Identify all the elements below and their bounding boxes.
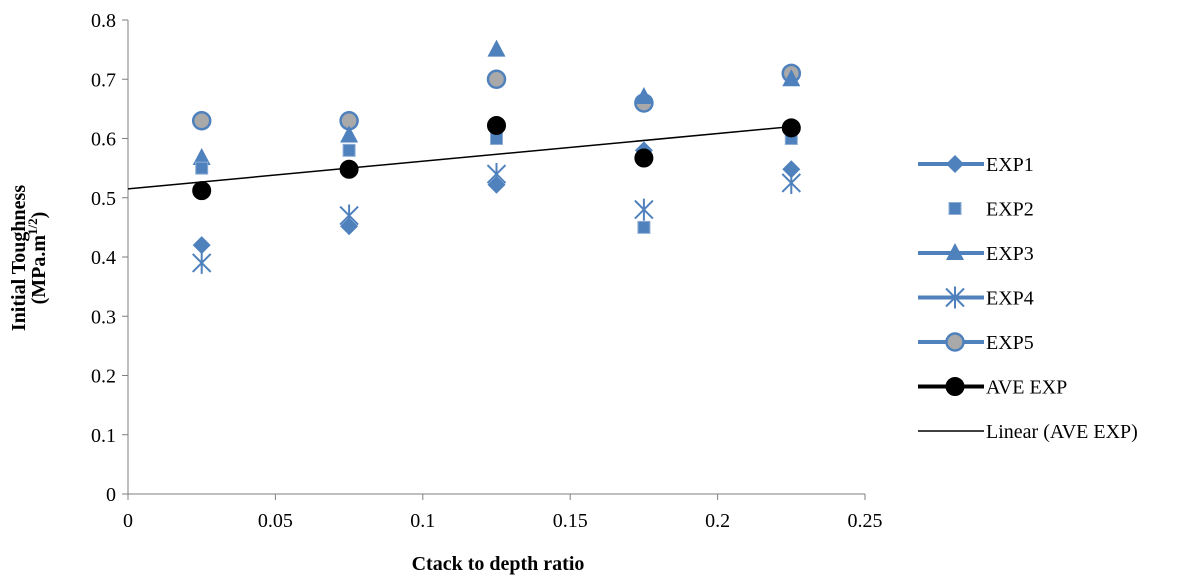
y-tick-label: 0.3 xyxy=(91,306,116,328)
axes xyxy=(122,19,866,500)
legend-item-exp4: EXP4 xyxy=(918,286,1034,310)
y-tick-label: 0.4 xyxy=(91,247,116,269)
point-exp4 xyxy=(339,204,359,227)
x-tick-label: 0.15 xyxy=(553,510,588,532)
x-tick-label: 0.25 xyxy=(848,510,883,532)
legend-marker xyxy=(946,243,964,260)
legend-label: EXP4 xyxy=(986,288,1034,310)
legend-label: Linear (AVE EXP) xyxy=(986,421,1138,443)
legend-item-ave-exp: AVE EXP xyxy=(918,377,1067,399)
x-tick-label: 0.2 xyxy=(705,510,730,532)
y-tick-label: 0.7 xyxy=(91,69,116,91)
y-axis-title-line1: Initial Toughness xyxy=(8,185,30,331)
point-exp3 xyxy=(634,87,653,105)
legend-label: AVE EXP xyxy=(986,377,1067,399)
trendline-layer xyxy=(127,125,792,190)
point-exp5 xyxy=(486,69,507,89)
y-axis-title: Initial Toughness (MPa.m1/2) xyxy=(8,185,50,331)
trendline xyxy=(127,125,792,190)
x-tick-label: 0 xyxy=(123,510,133,532)
point-exp4 xyxy=(781,171,802,194)
legend-label: EXP5 xyxy=(986,332,1034,354)
legend-marker xyxy=(945,377,965,396)
tick-labels: 0 0.1 0.2 0.3 0.4 0.5 0.6 0.7 0.8 0 0.05 0.1 0.15 0.2… xyxy=(91,10,883,532)
point-exp3 xyxy=(340,125,359,143)
legend-marker xyxy=(946,155,964,173)
point-exp1 xyxy=(192,236,211,255)
legend-marker xyxy=(948,202,962,215)
y-tick-label: 0.5 xyxy=(91,188,116,210)
point-exp1 xyxy=(782,160,801,179)
x-axis-title: Ctack to depth ratio xyxy=(412,553,585,575)
point-exp3 xyxy=(192,148,211,166)
point-exp4 xyxy=(191,251,212,274)
y-tick-label: 0.6 xyxy=(91,129,116,151)
legend-item-exp3: EXP3 xyxy=(918,243,1034,265)
legend-item-exp2: EXP2 xyxy=(948,199,1034,221)
point-exp4 xyxy=(634,198,654,221)
point-ave-exp xyxy=(781,118,801,138)
point-exp3 xyxy=(487,39,506,57)
x-tick-label: 0.05 xyxy=(258,510,293,532)
y-tick-label: 0.2 xyxy=(91,366,116,388)
point-ave-exp xyxy=(339,159,359,179)
point-exp2 xyxy=(342,143,356,157)
point-exp5 xyxy=(191,110,212,131)
y-tick-label: 0.1 xyxy=(91,425,116,447)
point-exp2 xyxy=(637,220,651,234)
legend-item-exp1: EXP1 xyxy=(918,154,1034,176)
y-tick-label: 0.8 xyxy=(91,10,116,32)
legend-label: EXP2 xyxy=(986,199,1034,221)
point-exp2 xyxy=(195,161,209,175)
legend-label: EXP3 xyxy=(986,243,1034,265)
data-points-layer xyxy=(191,39,802,274)
legend-item-exp5: EXP5 xyxy=(918,332,1034,354)
legend-marker xyxy=(945,332,965,352)
legend-label: EXP1 xyxy=(986,154,1034,176)
y-tick-label: 0 xyxy=(106,484,116,506)
x-tick-label: 0.1 xyxy=(410,510,435,532)
point-ave-exp xyxy=(487,115,506,135)
point-exp3 xyxy=(782,69,801,87)
legend: EXP1 EXP2 EXP3 EXP4 EXP5 AVE EXP Linear (AVE E… xyxy=(918,154,1138,443)
point-ave-exp xyxy=(192,181,212,201)
legend-item-trendline: Linear (AVE EXP) xyxy=(918,421,1138,443)
point-exp4 xyxy=(486,163,507,186)
legend-marker xyxy=(945,286,965,309)
y-axis-title-line2: (MPa.m1/2) xyxy=(25,212,50,305)
point-ave-exp xyxy=(634,148,654,168)
